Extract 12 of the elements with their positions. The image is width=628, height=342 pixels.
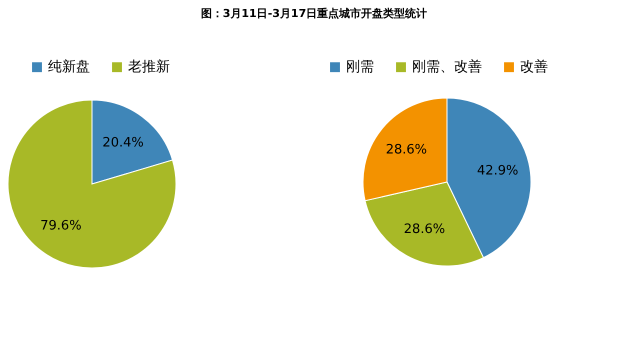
legend-label: 刚需 [346,59,374,76]
data-label: 42.9% [477,163,518,178]
legend-label: 纯新盘 [48,59,90,76]
legend-label: 改善 [520,58,548,76]
data-label: 79.6% [40,218,82,234]
legend-label: 刚需、改善 [412,58,482,76]
legend-label: 老推新 [128,59,170,76]
data-label: 28.6% [404,222,446,237]
pie-slice [8,100,176,268]
data-label: 28.6% [386,142,427,158]
data-label: 20.4% [102,135,144,150]
text: 图：3月11日-3月17日重点城市开盘类型统计 [200,6,428,21]
